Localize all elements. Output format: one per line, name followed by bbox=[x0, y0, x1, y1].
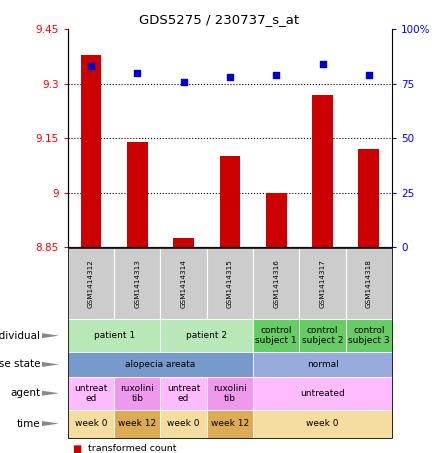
Text: untreated: untreated bbox=[300, 389, 345, 398]
Text: transformed count: transformed count bbox=[88, 444, 176, 453]
Text: week 0: week 0 bbox=[167, 419, 200, 428]
Text: ruxolini
tib: ruxolini tib bbox=[120, 384, 154, 403]
Text: GSM1414312: GSM1414312 bbox=[88, 259, 94, 308]
Point bbox=[88, 63, 95, 70]
Text: GSM1414315: GSM1414315 bbox=[227, 259, 233, 308]
Polygon shape bbox=[42, 390, 59, 396]
Polygon shape bbox=[42, 362, 59, 367]
Text: week 12: week 12 bbox=[118, 419, 156, 428]
Bar bbox=[219, 156, 240, 247]
Text: ■: ■ bbox=[72, 444, 81, 453]
Text: alopecia areata: alopecia areata bbox=[125, 360, 196, 369]
Polygon shape bbox=[42, 333, 59, 338]
Bar bbox=[312, 95, 333, 247]
Point bbox=[134, 69, 141, 77]
Bar bbox=[173, 238, 194, 247]
Text: individual: individual bbox=[0, 331, 40, 341]
Text: GSM1414314: GSM1414314 bbox=[180, 259, 187, 308]
Point bbox=[273, 72, 280, 79]
Text: agent: agent bbox=[10, 388, 40, 398]
Text: ruxolini
tib: ruxolini tib bbox=[213, 384, 247, 403]
Text: week 0: week 0 bbox=[306, 419, 339, 428]
Bar bbox=[266, 193, 286, 247]
Point bbox=[319, 61, 326, 68]
Text: patient 2: patient 2 bbox=[186, 331, 227, 340]
Text: time: time bbox=[17, 419, 40, 429]
Text: untreat
ed: untreat ed bbox=[74, 384, 108, 403]
Text: GSM1414313: GSM1414313 bbox=[134, 259, 140, 308]
Bar bbox=[358, 149, 379, 247]
Point bbox=[180, 78, 187, 85]
Point bbox=[365, 72, 372, 79]
Text: control
subject 3: control subject 3 bbox=[348, 326, 390, 345]
Polygon shape bbox=[42, 421, 59, 426]
Text: control
subject 1: control subject 1 bbox=[255, 326, 297, 345]
Text: GSM1414318: GSM1414318 bbox=[366, 259, 372, 308]
Text: normal: normal bbox=[307, 360, 339, 369]
Text: week 12: week 12 bbox=[211, 419, 249, 428]
Text: GDS5275 / 230737_s_at: GDS5275 / 230737_s_at bbox=[139, 13, 299, 26]
Text: patient 1: patient 1 bbox=[94, 331, 135, 340]
Text: untreat
ed: untreat ed bbox=[167, 384, 200, 403]
Text: disease state: disease state bbox=[0, 359, 40, 370]
Bar bbox=[127, 142, 148, 247]
Text: GSM1414317: GSM1414317 bbox=[320, 259, 325, 308]
Bar bbox=[81, 55, 102, 247]
Text: control
subject 2: control subject 2 bbox=[302, 326, 343, 345]
Text: GSM1414316: GSM1414316 bbox=[273, 259, 279, 308]
Point bbox=[226, 74, 233, 81]
Text: week 0: week 0 bbox=[75, 419, 107, 428]
